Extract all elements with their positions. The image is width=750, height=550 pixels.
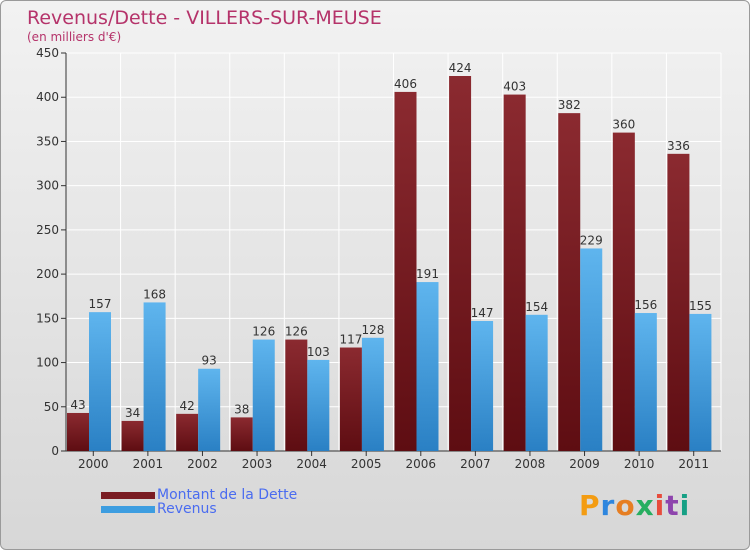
legend-swatch-dette bbox=[101, 491, 155, 499]
y-tick-label: 250 bbox=[36, 223, 59, 237]
data-label-dette: 43 bbox=[70, 398, 85, 412]
x-tick-label: 2003 bbox=[242, 457, 273, 471]
data-label-revenus: 103 bbox=[307, 345, 330, 359]
bar-dette bbox=[121, 420, 144, 451]
data-label-revenus: 154 bbox=[525, 300, 548, 314]
bar-revenus bbox=[689, 313, 712, 451]
bar-dette bbox=[449, 75, 472, 452]
data-label-dette: 336 bbox=[667, 139, 690, 153]
bar-dette bbox=[503, 94, 526, 452]
x-tick-label: 2004 bbox=[296, 457, 327, 471]
data-label-revenus: 156 bbox=[634, 298, 657, 312]
bar-dette bbox=[558, 113, 581, 452]
bar-dette bbox=[230, 417, 253, 451]
data-label-dette: 406 bbox=[394, 77, 417, 91]
data-label-revenus: 93 bbox=[202, 354, 217, 368]
data-label-revenus: 191 bbox=[416, 267, 439, 281]
legend-item-revenus: Revenus bbox=[101, 501, 217, 517]
logo-letter: i bbox=[654, 489, 666, 522]
bar-dette bbox=[612, 132, 635, 451]
bar-revenus bbox=[89, 312, 111, 451]
y-tick-label: 50 bbox=[44, 400, 59, 414]
x-tick-label: 2008 bbox=[515, 457, 546, 471]
legend-swatch-revenus bbox=[101, 505, 155, 513]
data-label-dette: 126 bbox=[285, 325, 308, 339]
data-label-dette: 42 bbox=[180, 399, 195, 413]
bar-revenus bbox=[471, 320, 494, 451]
data-label-dette: 117 bbox=[339, 333, 362, 347]
x-tick-label: 2005 bbox=[351, 457, 382, 471]
logo-letter: i bbox=[679, 489, 691, 522]
bar-dette bbox=[67, 412, 89, 451]
chart-title: Revenus/Dette - VILLERS-SUR-MEUSE bbox=[27, 7, 382, 29]
bar-revenus bbox=[361, 337, 384, 451]
x-tick-label: 2010 bbox=[624, 457, 655, 471]
data-label-revenus: 157 bbox=[89, 297, 112, 311]
y-tick-label: 450 bbox=[36, 46, 59, 60]
bar-revenus bbox=[252, 339, 275, 451]
data-label-revenus: 147 bbox=[471, 306, 494, 320]
legend-label-revenus: Revenus bbox=[157, 501, 217, 517]
data-label-dette: 34 bbox=[125, 406, 140, 420]
y-tick-label: 150 bbox=[36, 311, 59, 325]
y-tick-label: 350 bbox=[36, 134, 59, 148]
legend-label-dette: Montant de la Dette bbox=[157, 487, 298, 503]
legend-item-dette: Montant de la Dette bbox=[101, 487, 297, 503]
data-label-dette: 382 bbox=[558, 98, 581, 112]
bar-revenus bbox=[143, 302, 166, 451]
x-tick-label: 2002 bbox=[187, 457, 218, 471]
proxiti-logo: Proxiti bbox=[579, 489, 690, 522]
data-label-dette: 403 bbox=[503, 80, 526, 94]
bar-revenus bbox=[416, 282, 439, 451]
x-tick-label: 2001 bbox=[133, 457, 164, 471]
y-tick-label: 0 bbox=[51, 444, 59, 458]
logo-letter: r bbox=[600, 489, 616, 522]
data-label-revenus: 128 bbox=[361, 323, 384, 337]
data-label-revenus: 126 bbox=[252, 325, 275, 339]
y-tick-label: 100 bbox=[36, 356, 59, 370]
bar-revenus bbox=[307, 359, 330, 451]
data-label-dette: 38 bbox=[234, 402, 249, 416]
logo-letter: o bbox=[615, 489, 636, 522]
y-tick-label: 300 bbox=[36, 179, 59, 193]
data-label-dette: 424 bbox=[449, 61, 472, 75]
y-tick-label: 200 bbox=[36, 267, 59, 281]
logo-letter: t bbox=[665, 489, 680, 522]
bars bbox=[67, 75, 712, 452]
bar-revenus bbox=[198, 368, 221, 451]
x-tick-label: 2009 bbox=[569, 457, 600, 471]
bar-dette bbox=[667, 153, 690, 451]
x-tick-label: 2011 bbox=[678, 457, 709, 471]
logo-letter: x bbox=[635, 489, 655, 522]
bar-revenus bbox=[525, 314, 548, 451]
data-label-revenus: 168 bbox=[143, 287, 166, 301]
logo-letter: P bbox=[579, 489, 601, 522]
x-tick-label: 2006 bbox=[406, 457, 437, 471]
bar-dette bbox=[339, 347, 362, 451]
bar-revenus bbox=[580, 248, 603, 451]
bar-dette bbox=[394, 91, 417, 451]
x-tick-label: 2007 bbox=[460, 457, 491, 471]
y-tick-label: 400 bbox=[36, 90, 59, 104]
data-label-revenus: 229 bbox=[580, 233, 603, 247]
bar-revenus bbox=[634, 313, 657, 451]
chart-subtitle: (en milliers d'€) bbox=[27, 30, 122, 44]
x-tick-label: 2000 bbox=[78, 457, 109, 471]
data-label-revenus: 155 bbox=[689, 299, 712, 313]
data-label-dette: 360 bbox=[612, 118, 635, 132]
axes: 0 50 100 150 200 250 300 350 400 450 2000 2001 2002 2… bbox=[36, 46, 721, 471]
bar-dette bbox=[285, 339, 308, 451]
bar-dette bbox=[176, 413, 199, 451]
